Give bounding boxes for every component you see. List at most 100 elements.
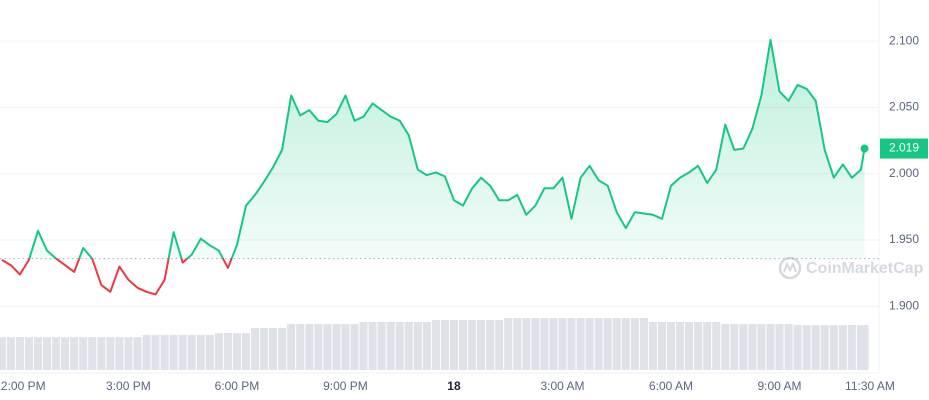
volume-bar [305,324,314,370]
volume-bar [757,324,766,370]
volume-bar [549,318,558,370]
volume-bar [676,322,685,370]
current-price-box [880,138,928,159]
volume-bar [612,318,621,370]
volume-bar [504,318,513,370]
volume-bar [685,322,694,370]
volume-bar [847,325,856,370]
volume-bar [820,325,829,370]
volume-bar [404,322,413,370]
x-tick-label: 3:00 PM [106,379,151,393]
x-tick-label: 12:00 PM [0,379,46,393]
watermark-text: CoinMarketCap [806,260,924,277]
volume-bar [657,322,666,370]
volume-bar [250,328,260,370]
volume-bar [486,320,495,370]
volume-bar [6,337,15,370]
volume-bar [829,325,838,370]
volume-bar [477,320,486,370]
volume-bar [169,335,178,370]
volume-bar [413,322,422,370]
watermark: CoinMarketCap [778,256,924,280]
volume-bar [531,318,540,370]
volume-bar [350,324,359,370]
volume-bar [151,335,160,370]
last-point [860,144,869,153]
volume-bar [142,335,151,370]
volume-bar [106,337,115,370]
volume-bar [187,335,196,370]
volume-bar [88,337,97,370]
volume-bar [802,325,811,370]
volume-bar [241,333,250,370]
volume-bar [232,333,241,370]
volume-bar [811,325,820,370]
volume-bar [567,318,576,370]
volume-bar [332,324,341,370]
volume-bar [739,324,748,370]
volume-bar [314,324,323,370]
volume-bar [196,335,205,370]
volume-bar [115,337,124,370]
volume-bar [0,337,6,370]
volume-bar [748,324,757,370]
volume-bar [621,318,630,370]
volume-bar [784,324,793,370]
volume-bar [15,337,24,370]
volume-bar [287,324,296,370]
volume-bar [594,318,603,370]
volume-bar [260,328,269,370]
volume-bar [458,320,468,370]
x-tick-label: 6:00 AM [649,379,693,393]
volume-bar [178,335,187,370]
volume-bar [468,320,477,370]
volume-bar [860,325,869,370]
volume-bar [603,318,612,370]
volume-bar [576,318,585,370]
volume-bar [160,335,169,370]
volume-bar [431,320,440,370]
volume-bar [395,322,404,370]
y-tick-label: 2.100 [889,33,919,47]
volume-bar [133,337,142,370]
volume-bar [449,320,458,370]
volume-bar [214,333,223,370]
volume-bar [639,318,648,370]
volume-bar [775,324,784,370]
volume-bar [513,318,522,370]
volume-bar [296,324,305,370]
volume-bar [838,325,847,370]
volume-bar [712,322,721,370]
volume-bar [422,322,431,370]
volume-bar [540,318,549,370]
volume-bar [359,322,368,370]
volume-bar [377,322,386,370]
volume-bar [24,337,33,370]
volume-bar [368,322,377,370]
x-tick-label: 11:30 AM [845,379,895,393]
x-tick-label: 18 [447,379,461,393]
volume-bar [666,322,676,370]
price-line [1,38,866,296]
volume-bar [793,325,802,370]
x-tick-label: 9:00 PM [323,379,368,393]
volume-bar [52,337,61,370]
volume-bar [766,324,775,370]
volume-bar [97,337,106,370]
volume-bar [386,322,395,370]
volume-bar [79,337,88,370]
volume-bar [630,318,639,370]
price-area [1,39,865,259]
volume-bar [124,337,133,370]
volume-bar [440,320,449,370]
current-price-label: 2.019 [889,141,919,155]
y-tick-label: 2.050 [889,100,919,114]
x-tick-label: 6:00 PM [215,379,260,393]
volume-bar [585,318,594,370]
volume-bar [205,335,214,370]
y-tick-label: 1.950 [889,232,919,246]
x-tick-label: 9:00 AM [758,379,802,393]
y-tick-label: 1.900 [889,299,919,313]
x-tick-label: 3:00 AM [540,379,584,393]
volume-bar [694,322,703,370]
